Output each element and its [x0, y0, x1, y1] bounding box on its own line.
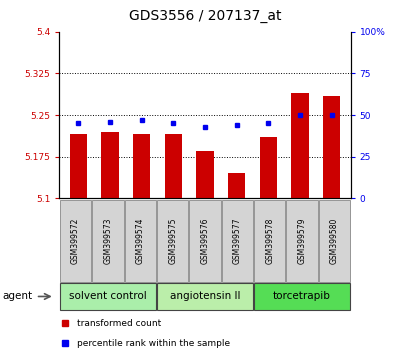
Text: GSM399579: GSM399579 — [297, 217, 306, 264]
Text: agent: agent — [2, 291, 33, 302]
Text: GSM399580: GSM399580 — [329, 217, 338, 264]
Bar — [157, 200, 188, 281]
Bar — [157, 283, 252, 310]
Bar — [133, 135, 150, 198]
Text: transformed count: transformed count — [77, 319, 161, 328]
Bar — [254, 200, 285, 281]
Bar — [189, 200, 220, 281]
Bar — [221, 200, 252, 281]
Text: percentile rank within the sample: percentile rank within the sample — [77, 339, 229, 348]
Text: GSM399572: GSM399572 — [71, 217, 80, 264]
Bar — [322, 96, 339, 198]
Bar — [290, 93, 308, 198]
Text: GSM399576: GSM399576 — [200, 217, 209, 264]
Text: GDS3556 / 207137_at: GDS3556 / 207137_at — [128, 9, 281, 23]
Bar — [227, 173, 245, 198]
Bar — [259, 137, 276, 198]
Bar — [164, 135, 182, 198]
Text: solvent control: solvent control — [69, 291, 146, 301]
Text: GSM399577: GSM399577 — [232, 217, 241, 264]
Bar — [60, 283, 155, 310]
Text: torcetrapib: torcetrapib — [272, 291, 330, 301]
Bar — [70, 135, 87, 198]
Bar — [92, 200, 123, 281]
Text: GSM399574: GSM399574 — [135, 217, 144, 264]
Bar — [286, 200, 317, 281]
Text: angiotensin II: angiotensin II — [169, 291, 240, 301]
Text: GSM399578: GSM399578 — [265, 217, 274, 264]
Bar — [196, 151, 213, 198]
Bar — [318, 200, 349, 281]
Bar — [254, 283, 349, 310]
Text: GSM399575: GSM399575 — [168, 217, 177, 264]
Bar — [60, 200, 91, 281]
Bar — [124, 200, 155, 281]
Bar — [101, 132, 119, 198]
Text: GSM399573: GSM399573 — [103, 217, 112, 264]
